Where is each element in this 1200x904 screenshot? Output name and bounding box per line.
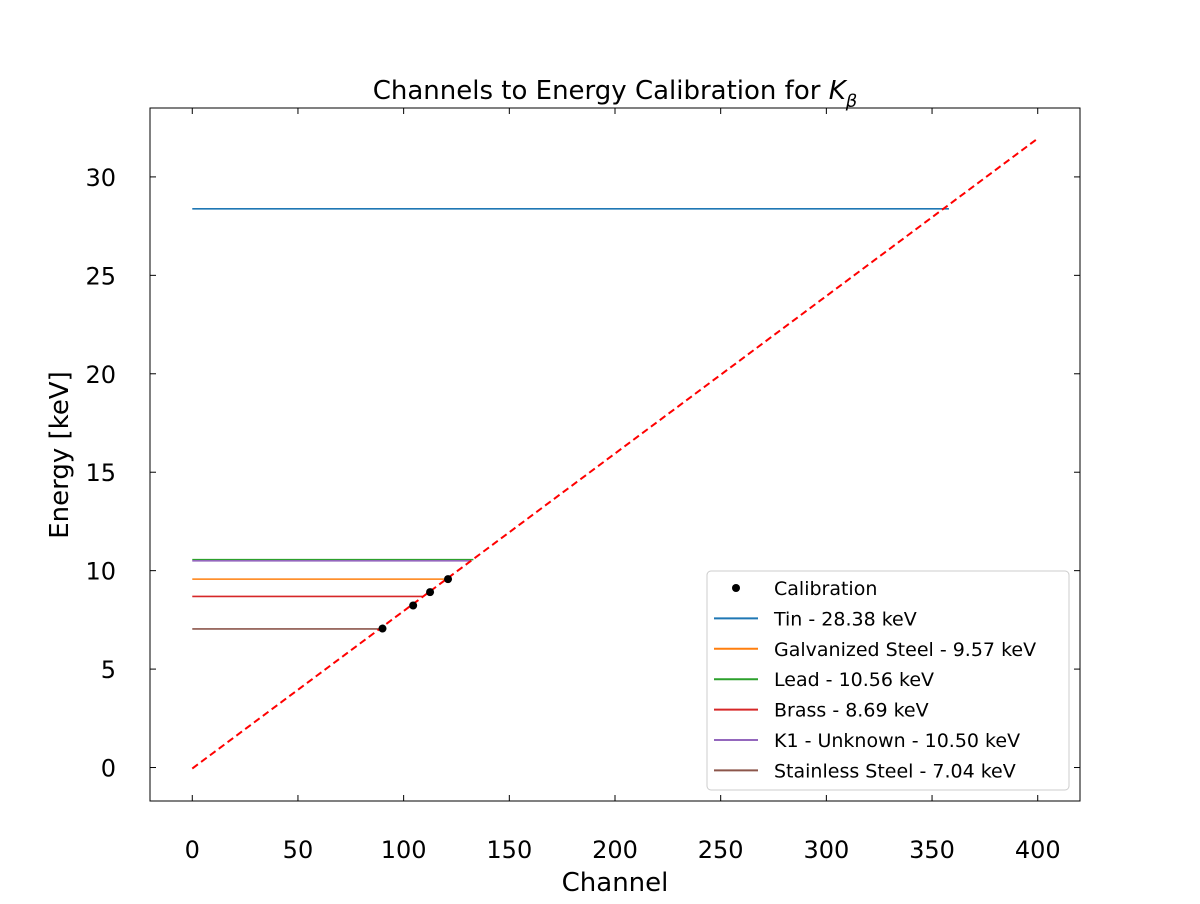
x-tick-label: 350 [909,836,955,864]
y-tick-label: 10 [85,558,116,586]
legend-entry: Tin - 28.38 keV [773,608,917,630]
legend-entry: Calibration [774,578,877,600]
legend-entry: Galvanized Steel - 9.57 keV [774,639,1036,661]
x-tick-label: 100 [381,836,427,864]
chart-title: Channels to Energy Calibration for Kβ [373,76,858,112]
chart-title-text: Channels to Energy Calibration for [373,76,829,106]
x-tick-label: 400 [1015,836,1061,864]
y-tick-label: 20 [85,361,116,389]
x-axis: 0 50 100 150 200 250 300 350 400 [185,108,1061,864]
legend-frame [706,570,1070,791]
calibration-point [444,575,453,584]
y-tick-label: 15 [85,459,116,487]
x-tick-label: 250 [698,836,744,864]
x-tick-label: 300 [803,836,849,864]
y-tick-label: 30 [85,164,116,192]
legend-entry: Lead - 10.56 keV [774,669,934,691]
x-tick-label: 0 [185,836,200,864]
y-axis: 0 5 10 15 20 25 30 [85,164,1080,783]
legend: Calibration Tin - 28.38 keV Galvanized Ste… [706,570,1070,791]
legend-entry: K1 - Unknown - 10.50 keV [774,730,1020,752]
x-axis-label: Channel [562,868,669,898]
calibration-point [378,624,387,633]
y-tick-label: 25 [85,262,116,290]
y-tick-label: 0 [101,755,116,783]
chart-title-symbol: K [829,76,848,106]
chart-title-subscript: β [845,91,858,112]
x-tick-label: 50 [283,836,314,864]
x-tick-label: 200 [592,836,638,864]
legend-entry: Brass - 8.69 keV [774,700,929,722]
legend-entry: Stainless Steel - 7.04 keV [774,760,1016,782]
legend-marker [732,584,740,592]
y-axis-label: Energy [keV] [45,371,75,539]
calibration-point [426,588,435,597]
x-tick-label: 150 [486,836,532,864]
plot-area [191,137,1039,770]
calibration-point [409,601,418,610]
y-tick-label: 5 [101,656,116,684]
